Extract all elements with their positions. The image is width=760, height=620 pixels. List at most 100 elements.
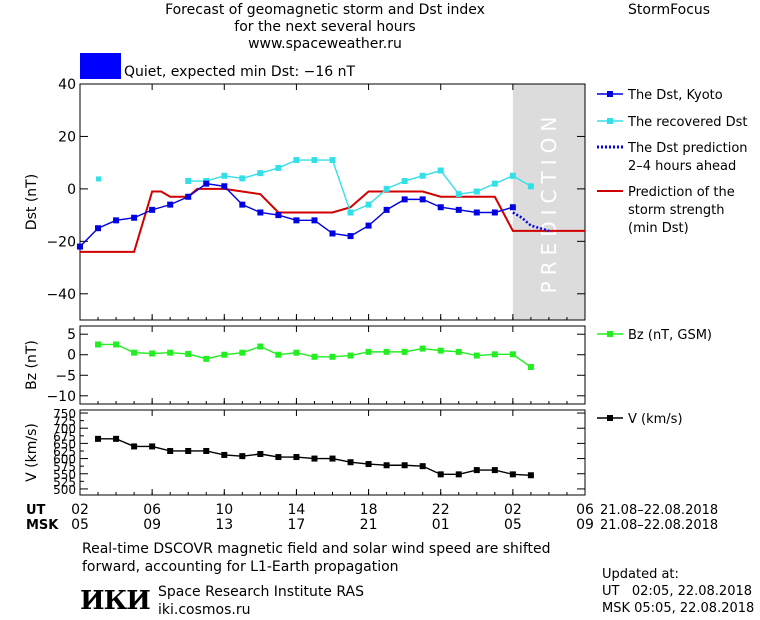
bz-bz-point-7: [221, 351, 228, 358]
dst-recovered-point-5: [275, 164, 282, 171]
v-ytick-label-extra-2: 625: [53, 445, 76, 459]
chart-title: Forecast of geomagnetic storm and Dst in…: [90, 2, 560, 53]
dst-kyoto-point-24: [509, 204, 516, 211]
v-v-point-6: [203, 447, 210, 454]
v-ytick-label-4: 550: [53, 468, 76, 482]
v-ytick-label-extra-4: 525: [53, 475, 76, 489]
v-ylabel: V (km/s): [24, 423, 40, 482]
dst-kyoto-point-1: [95, 225, 102, 232]
dst-recovered-point-10: [365, 201, 372, 208]
updated-label: Updated at:: [602, 567, 679, 582]
v-ytick-label-5: 500: [53, 483, 76, 497]
dst-kyoto-point-6: [185, 193, 192, 200]
dst-kyoto-point-0: [77, 243, 83, 250]
dst-recovered-line: [188, 159, 532, 214]
prediction-band-label: PREDICTION: [537, 111, 561, 294]
v-v-point-2: [131, 443, 138, 450]
bz-bz-point-12: [311, 353, 318, 360]
dst-recovered-point-8: [329, 157, 336, 164]
institute-name: Space Research Institute RAS: [158, 584, 364, 600]
title-line-3: www.spaceweather.ru: [248, 36, 402, 52]
dst-kyoto-point-4: [149, 206, 156, 213]
v-v-point-3: [149, 443, 156, 450]
bz-bz-point-4: [167, 349, 174, 356]
bz-bz-point-17: [401, 348, 408, 355]
dst-kyoto-point-7: [203, 180, 210, 187]
bz-bz-point-13: [329, 353, 336, 360]
dst-recovered-point-12: [401, 178, 408, 185]
dst-recovered-point-18: [509, 172, 516, 179]
v-panel-frame: [79, 409, 586, 496]
bz-bz-point-0: [95, 341, 102, 348]
bz-bz-point-23: [509, 351, 516, 358]
legend-bz-text-0: Bz (nT, GSM): [628, 328, 712, 343]
legend-bz-swatch-marker: [607, 331, 613, 337]
x-tick-ut-5: 22: [432, 502, 450, 518]
v-ytick-label-1: 700: [53, 422, 76, 436]
x-tick-ut-4: 18: [360, 502, 378, 518]
bz-bz-point-8: [239, 349, 246, 356]
v-v-point-20: [455, 471, 462, 478]
dst-recovered-point-11: [383, 185, 390, 192]
bz-bz-point-22: [491, 351, 498, 358]
bz-bz-point-24: [527, 364, 534, 371]
dst-kyoto-point-23: [491, 209, 498, 216]
dst-storm-strength-line: [80, 187, 585, 253]
bz-bz-point-14: [347, 352, 354, 359]
dst-ytick-label-0: 40: [58, 77, 76, 93]
x-tick-ut-2: 10: [215, 502, 233, 518]
dst-kyoto-point-22: [473, 209, 480, 216]
dst-kyoto-point-13: [311, 217, 318, 224]
dst-kyoto-point-8: [221, 183, 228, 190]
dst-kyoto-point-19: [419, 196, 426, 203]
bz-bz-point-20: [455, 348, 462, 355]
dst-kyoto-point-10: [257, 209, 264, 216]
bz-ytick-label-2: −5: [55, 368, 76, 384]
dst-kyoto-point-16: [365, 222, 372, 229]
v-v-point-23: [509, 471, 516, 478]
legend-kyoto-text-0: The Dst, Kyoto: [627, 88, 723, 103]
x-tick-ut-1: 06: [143, 502, 161, 518]
legend-recovered-swatch-marker: [607, 118, 613, 124]
dst-kyoto-point-17: [383, 206, 390, 213]
v-v-point-16: [383, 462, 390, 469]
v-v-point-14: [347, 459, 354, 466]
bz-ylabel: Bz (nT): [24, 340, 40, 390]
dst-ytick-label-3: −20: [46, 234, 76, 250]
bz-bz-point-2: [131, 349, 138, 356]
dst-recovered-point-15: [455, 191, 462, 198]
v-v-point-9: [257, 451, 264, 458]
dst-recovered-point-19: [527, 183, 534, 190]
v-v-point-7: [221, 451, 228, 458]
bz-bz-point-1: [113, 341, 120, 348]
updated-ut: UT 02:05, 22.08.2018: [602, 584, 753, 599]
dst-kyoto-point-3: [131, 214, 138, 221]
dst-kyoto-point-18: [401, 196, 408, 203]
x-axis-ut-label: UT: [26, 503, 46, 518]
dst-recovered-point-6: [293, 157, 300, 164]
v-ytick-label-0: 750: [53, 407, 76, 421]
v-ytick-label-extra-1: 675: [53, 430, 76, 444]
v-v-point-5: [185, 447, 192, 454]
v-v-point-13: [329, 455, 336, 462]
v-v-point-18: [419, 463, 426, 470]
bz-bz-point-5: [185, 350, 192, 357]
dst-recovered-point-17: [491, 180, 498, 187]
x-tick-ut-0: 02: [71, 502, 89, 518]
bz-panel-frame: [79, 325, 586, 405]
dst-recovered-point-16: [473, 188, 480, 195]
dst-recovered-point-4: [257, 170, 264, 177]
bz-bz-point-10: [275, 351, 282, 358]
v-v-point-10: [275, 454, 282, 461]
institute-url[interactable]: iki.cosmos.ru: [158, 602, 251, 618]
dst-recovered-point-14: [437, 167, 444, 174]
v-v-point-15: [365, 461, 372, 468]
footer-note: Real-time DSCOVR magnetic field and sola…: [82, 541, 551, 575]
v-v-point-17: [401, 462, 408, 469]
bz-bz-point-16: [383, 348, 390, 355]
bz-ytick-label-3: −10: [46, 389, 76, 405]
updated-info: Updated at: UT 02:05, 22.08.2018 MSK 05:…: [602, 566, 754, 617]
title-line-2: for the next several hours: [234, 19, 416, 35]
v-v-point-21: [473, 467, 480, 474]
